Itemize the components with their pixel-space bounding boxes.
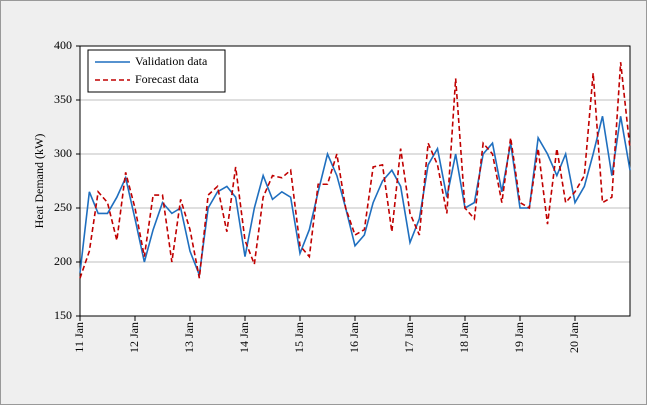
- y-tick-label: 150: [54, 308, 72, 322]
- x-tick-label: 11 Jan: [72, 322, 86, 353]
- x-tick-label: 13 Jan: [182, 322, 196, 353]
- y-tick-label: 350: [54, 92, 72, 106]
- y-tick-label: 200: [54, 254, 72, 268]
- x-tick-label: 14 Jan: [237, 322, 251, 353]
- y-axis-label: Heat Demand (kW): [32, 134, 46, 229]
- x-tick-label: 17 Jan: [402, 322, 416, 353]
- x-tick-label: 19 Jan: [512, 322, 526, 353]
- y-tick-label: 250: [54, 200, 72, 214]
- plot-border: [79, 45, 631, 317]
- x-tick-label: 12 Jan: [127, 322, 141, 353]
- x-tick-label: 16 Jan: [347, 322, 361, 353]
- x-tick-label: 15 Jan: [292, 322, 306, 353]
- series-line: [79, 116, 631, 279]
- x-tick-label: 18 Jan: [457, 322, 471, 353]
- legend-label: Forecast data: [135, 72, 199, 86]
- legend-box: [87, 49, 226, 93]
- y-tick-label: 400: [54, 38, 72, 52]
- x-tick-label: 20 Jan: [567, 322, 581, 353]
- y-tick-label: 300: [54, 146, 72, 160]
- legend-label: Validation data: [135, 54, 208, 68]
- series-line: [79, 62, 631, 279]
